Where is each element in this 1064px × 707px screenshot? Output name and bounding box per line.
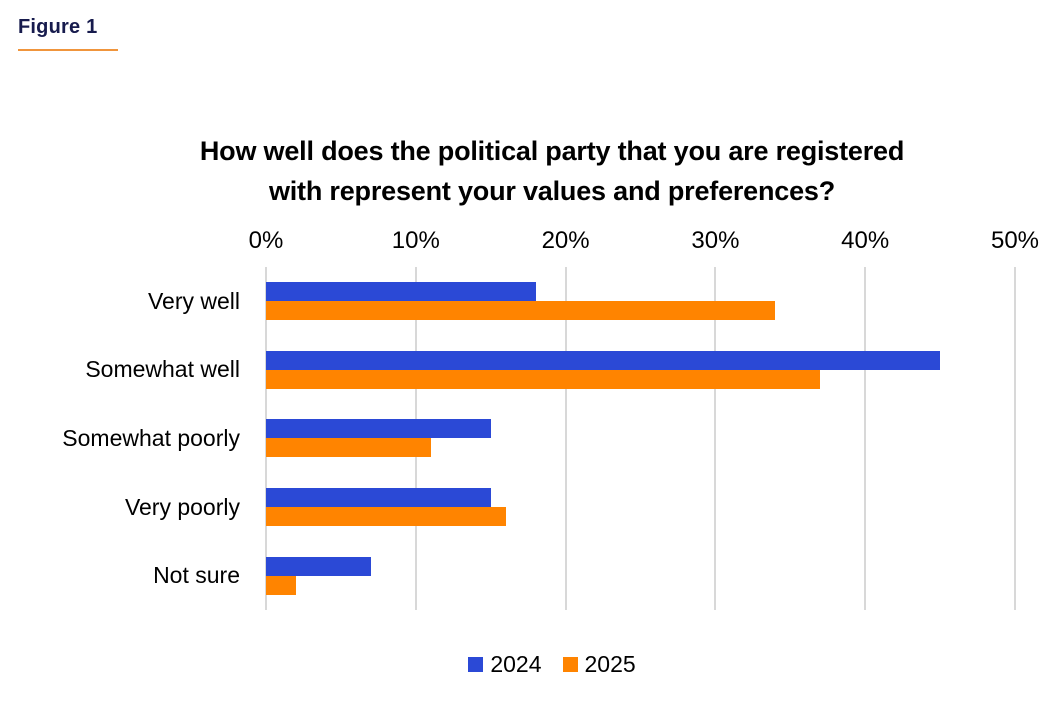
- chart-title: How well does the political party that y…: [40, 131, 1064, 211]
- category-row: Somewhat poorly: [0, 404, 1064, 473]
- gridline: [564, 267, 567, 610]
- category-row: Not sure: [0, 541, 1064, 610]
- bar-2025: [266, 575, 296, 595]
- bar-2024: [266, 419, 491, 439]
- bar-group: [266, 282, 1015, 321]
- x-axis-tick: 0%: [248, 227, 284, 254]
- category-label: Not sure: [153, 562, 240, 589]
- x-axis: 0% 10% 20% 30% 40% 50%: [249, 211, 1039, 267]
- x-axis-tick: 20%: [541, 227, 590, 254]
- bar-2024: [266, 350, 941, 370]
- bar-2025: [266, 301, 776, 321]
- bar-chart: How well does the political party that y…: [0, 131, 1064, 678]
- category-rows: Very well Somewhat well Somewhat poorly Ver…: [0, 267, 1064, 610]
- gridline: [714, 267, 717, 610]
- legend-item-2024: 2024: [468, 651, 542, 678]
- legend: 2024 2025: [40, 651, 1064, 678]
- gridline: [1014, 267, 1016, 610]
- legend-item-2025: 2025: [562, 651, 636, 678]
- bar-2025: [266, 438, 431, 458]
- bar-2024: [266, 282, 536, 302]
- bar-2025: [266, 507, 506, 527]
- x-axis-tick: 30%: [691, 227, 740, 254]
- bar-group: [266, 350, 1015, 389]
- legend-label-2024: 2024: [490, 651, 542, 678]
- category-label: Very poorly: [124, 493, 240, 520]
- legend-swatch-2024: [468, 657, 484, 673]
- legend-label-2025: 2025: [584, 651, 636, 678]
- category-label: Very well: [147, 287, 240, 314]
- chart-title-line2: with represent your values and preferenc…: [268, 176, 836, 206]
- figure-label: Figure 1: [18, 16, 98, 38]
- x-axis-tick: 40%: [841, 227, 890, 254]
- category-row: Very poorly: [0, 473, 1064, 542]
- bar-2024: [266, 556, 371, 576]
- figure-header: Figure 1: [0, 0, 1064, 51]
- category-label: Somewhat poorly: [62, 424, 240, 451]
- category-row: Very well: [0, 267, 1064, 336]
- plot-area: Very well Somewhat well Somewhat poorly Ver…: [0, 267, 1064, 610]
- figure-label-underline: [18, 49, 118, 51]
- x-axis-tick: 50%: [990, 227, 1040, 254]
- bar-2024: [266, 488, 491, 508]
- legend-swatch-2025: [562, 657, 578, 673]
- bar-group: [266, 488, 1015, 527]
- category-row: Somewhat well: [0, 336, 1064, 405]
- bar-group: [266, 556, 1015, 595]
- x-axis-tick: 10%: [391, 227, 440, 254]
- bar-2025: [266, 369, 821, 389]
- category-label: Somewhat well: [85, 356, 240, 383]
- gridline: [864, 267, 867, 610]
- bar-group: [266, 419, 1015, 458]
- chart-title-line1: How well does the political party that y…: [199, 136, 905, 166]
